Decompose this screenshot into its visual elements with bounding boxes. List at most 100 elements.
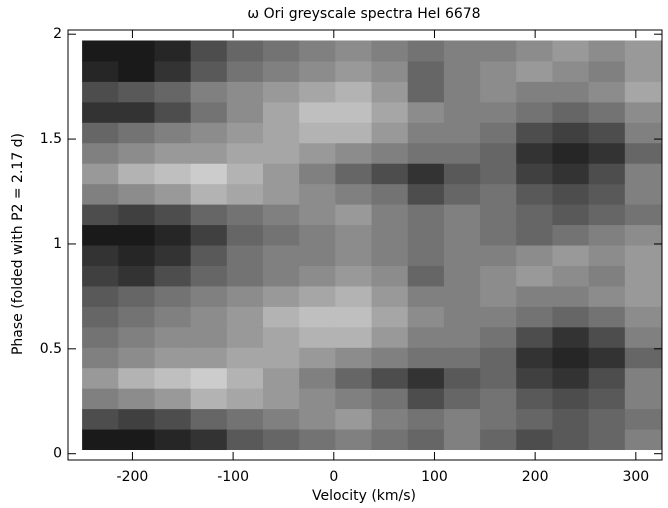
image-cell [407,306,445,328]
image-cell [443,224,481,246]
image-cell [263,60,300,82]
image-cell [154,285,192,307]
image-cell [82,347,119,369]
image-cell [263,224,300,246]
image-cell [371,183,409,205]
image-cell [190,81,228,103]
image-cell [226,122,264,144]
image-cell [335,81,373,103]
image-cell [82,224,119,246]
image-cell [335,367,373,389]
image-cell [624,306,662,328]
image-cell [552,347,590,369]
image-cell [407,347,445,369]
image-cell [226,265,264,287]
image-cell [335,388,373,410]
x-tick-label: -100 [217,469,249,485]
image-cell [371,306,409,328]
image-cell [516,224,553,246]
image-cell [588,347,626,369]
image-cell [190,347,228,369]
image-cell [335,326,373,348]
image-cell [82,101,119,123]
image-cell [335,183,373,205]
image-cell [190,245,228,266]
image-cell [480,367,517,389]
image-cell [480,429,517,451]
image-cell [82,163,119,185]
image-cell [516,101,553,123]
image-cell [588,142,626,164]
image-cell [516,367,553,389]
spectra-image [82,40,662,451]
image-cell [588,163,626,185]
image-cell [443,101,481,123]
image-cell [299,408,336,430]
image-cell [371,285,409,307]
image-cell [118,285,155,307]
image-cell [443,183,481,205]
image-cell [118,60,155,82]
image-cell [118,224,155,246]
image-cell [516,347,553,369]
image-cell [552,326,590,348]
image-cell [154,326,192,348]
y-tick-label: 0.5 [40,341,62,357]
image-cell [118,101,155,123]
image-cell [480,204,517,226]
image-cell [624,326,662,348]
image-cell [552,101,590,123]
image-cell [190,367,228,389]
image-cell [552,306,590,328]
image-cell [335,224,373,246]
image-cell [299,224,336,246]
image-cell [371,347,409,369]
image-cell [226,388,264,410]
image-cell [154,142,192,164]
image-cell [263,204,300,226]
image-cell [516,40,553,62]
image-cell [335,285,373,307]
image-cell [407,142,445,164]
image-cell [299,122,336,144]
image-cell [190,306,228,328]
image-cell [480,122,517,144]
image-cell [588,224,626,246]
image-cell [371,60,409,82]
image-cell [624,40,662,62]
image-cell [263,142,300,164]
image-cell [552,285,590,307]
image-cell [407,285,445,307]
image-cell [443,265,481,287]
image-cell [588,122,626,144]
image-cell [335,122,373,144]
image-cell [190,265,228,287]
image-cell [624,245,662,266]
image-cell [588,367,626,389]
image-cell [552,429,590,451]
image-cell [443,122,481,144]
image-cell [480,183,517,205]
image-cell [226,101,264,123]
image-cell [516,122,553,144]
image-cell [118,326,155,348]
image-cell [516,388,553,410]
image-cell [82,60,119,82]
image-cell [190,163,228,185]
image-cell [226,81,264,103]
image-cell [118,388,155,410]
image-cell [299,142,336,164]
image-cell [552,265,590,287]
image-cell [371,265,409,287]
image-cell [226,40,264,62]
image-cell [552,388,590,410]
image-cell [443,306,481,328]
image-cell [443,60,481,82]
x-tick-label: 300 [622,469,649,485]
image-cell [552,81,590,103]
y-axis-label: Phase (folded with P2 = 2.17 d) [10,133,26,355]
image-cell [335,40,373,62]
image-cell [588,265,626,287]
image-cell [516,163,553,185]
image-cell [118,122,155,144]
